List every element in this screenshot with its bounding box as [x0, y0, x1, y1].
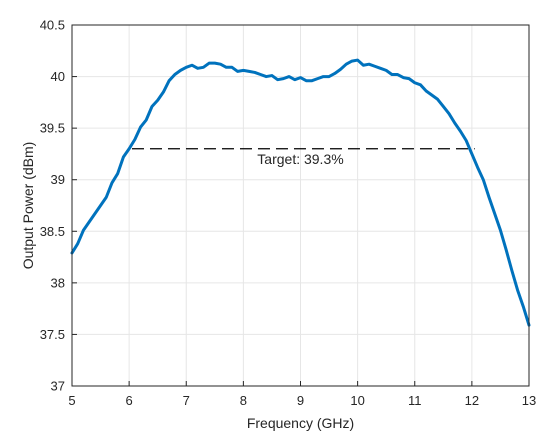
y-axis-ticks: 37 37.5 38 38.5 39 39.5 40 40.5: [40, 18, 77, 394]
y-tick-label: 37.5: [40, 327, 65, 342]
series-group: [70, 58, 531, 327]
y-tick-label: 38.5: [40, 224, 65, 239]
x-tick-label: 13: [522, 393, 536, 408]
x-tick-label: 6: [126, 393, 133, 408]
annotations: Target: 39.3%: [257, 151, 343, 167]
target-annotation: Target: 39.3%: [257, 151, 343, 167]
x-tick-label: 9: [297, 393, 304, 408]
series-line-0: [70, 58, 531, 327]
x-tick-label: 7: [183, 393, 190, 408]
x-axis-label: Frequency (GHz): [247, 415, 354, 431]
x-tick-label: 5: [68, 393, 75, 408]
y-tick-label: 39.5: [40, 121, 65, 136]
x-tick-label: 8: [240, 393, 247, 408]
y-tick-label: 40: [51, 69, 65, 84]
y-tick-label: 37: [51, 379, 65, 394]
x-tick-label: 11: [408, 393, 422, 408]
x-axis-ticks: 5 6 7 8 9 10 11 12 13: [68, 381, 536, 408]
x-tick-label: 10: [350, 393, 364, 408]
y-axis-label: Output Power (dBm): [20, 142, 36, 270]
y-tick-label: 38: [51, 275, 65, 290]
y-tick-label: 39: [51, 172, 65, 187]
x-tick-label: 12: [465, 393, 479, 408]
y-tick-label: 40.5: [40, 18, 65, 33]
